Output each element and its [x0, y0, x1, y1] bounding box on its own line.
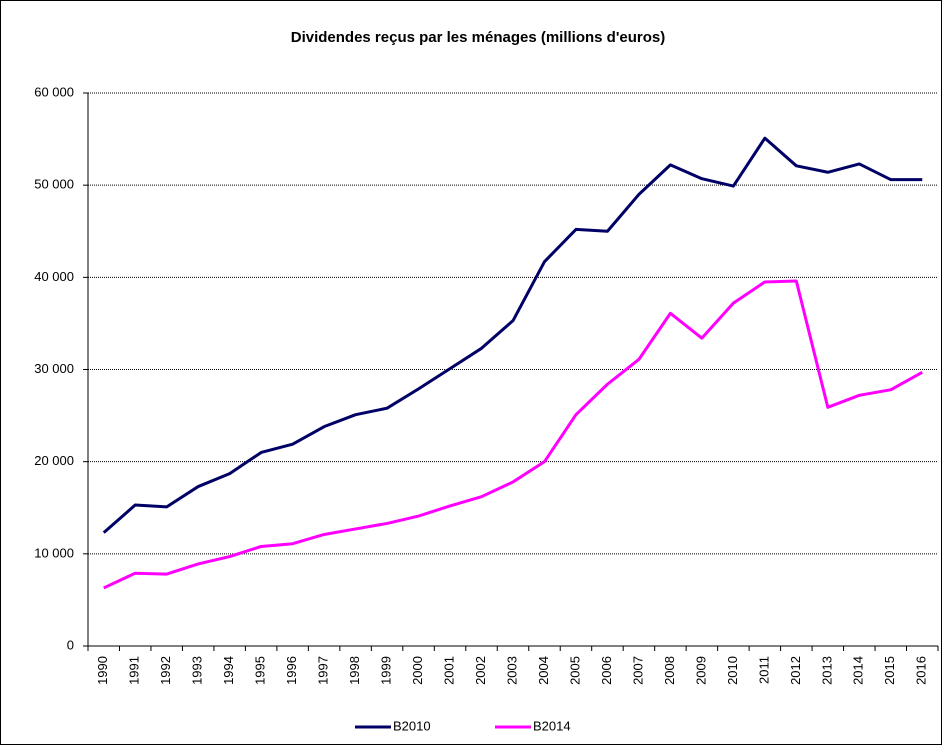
y-tick-label: 10 000 [34, 545, 74, 560]
x-tick-label: 2004 [536, 656, 551, 685]
x-tick-label: 2002 [473, 656, 488, 685]
chart-title: Dividendes reçus par les ménages (millio… [291, 29, 666, 46]
x-tick-label: 1996 [284, 656, 299, 685]
x-tick-label: 2007 [630, 656, 645, 685]
y-tick-label: 0 [67, 637, 74, 652]
y-tick-label: 50 000 [34, 177, 74, 192]
x-tick-label: 2000 [410, 656, 425, 685]
x-tick-label: 1992 [158, 656, 173, 685]
x-tick-label: 1994 [221, 656, 236, 685]
x-tick-label: 2013 [819, 656, 834, 685]
legend-label: B2010 [393, 718, 431, 733]
x-tick-label: 1997 [316, 656, 331, 685]
x-tick-label: 1999 [379, 656, 394, 685]
x-tick-label: 1991 [127, 656, 142, 685]
y-tick-label: 20 000 [34, 453, 74, 468]
series-line [102, 136, 923, 534]
y-tick-label: 60 000 [34, 84, 74, 99]
x-tick-label: 2010 [725, 656, 740, 685]
legend-label: B2014 [533, 718, 571, 733]
x-tick-label: 2015 [882, 656, 897, 685]
x-tick-label: 2005 [567, 656, 582, 685]
x-tick-label: 2003 [504, 656, 519, 685]
x-tick-label: 1990 [95, 656, 110, 685]
series-line [103, 279, 923, 590]
x-tick-label: 1995 [253, 656, 268, 685]
y-tick-label: 30 000 [34, 361, 74, 376]
x-tick-label: 2014 [851, 656, 866, 685]
x-tick-label: 2009 [693, 656, 708, 685]
x-tick-label: 2011 [756, 656, 771, 684]
x-tick-label: 2006 [599, 656, 614, 685]
x-tick-label: 2016 [914, 656, 929, 685]
x-tick-label: 1998 [347, 656, 362, 685]
x-tick-label: 2001 [441, 656, 456, 685]
x-tick-label: 2012 [788, 656, 803, 685]
y-tick-label: 40 000 [34, 269, 74, 284]
x-tick-label: 1993 [190, 656, 205, 685]
x-tick-label: 2008 [662, 656, 677, 685]
